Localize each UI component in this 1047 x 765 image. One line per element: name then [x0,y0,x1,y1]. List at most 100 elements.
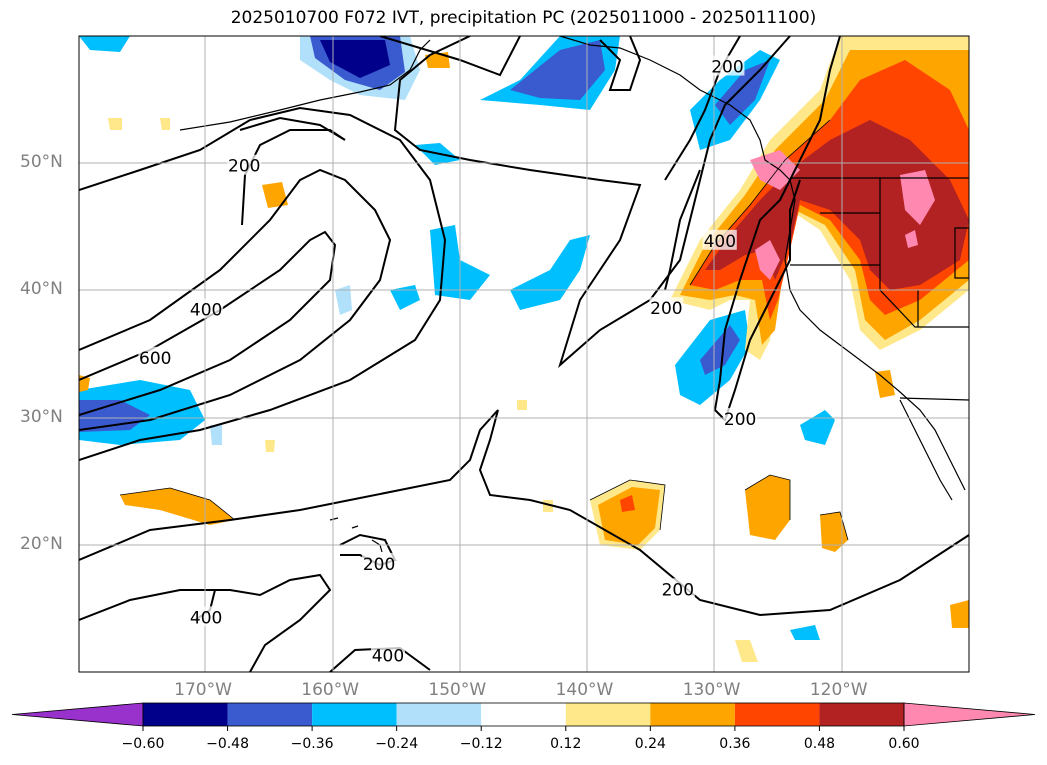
colorbar-tick-label: −0.24 [375,736,419,752]
colorbar-tick-label: −0.48 [206,736,249,752]
neg-area-mid4 [335,285,352,315]
colorbar-segment [396,703,482,726]
contour-label-bg [189,606,224,627]
neg-area-aleutian-deep [320,40,390,78]
pos-area-pink-4 [905,230,918,248]
neg-area-gulf-core [510,40,605,100]
colorbar-segment [227,703,313,726]
colorbar-segment [734,703,820,726]
contour-label-bg [362,552,397,573]
coast-alaska [559,36,791,181]
precip-positive-shading [79,36,969,662]
contour-label: 200 [711,58,743,78]
colorbar-overflow-arrow [903,702,1036,727]
neg-area-mid3 [390,285,420,310]
colorbar-tick-label: 0.36 [719,736,751,752]
gridlines [79,36,969,672]
precip-negative-shading [79,36,835,640]
contour-label-bg [227,154,262,175]
pos-area-small6 [735,640,758,662]
neg-area-small1 [790,625,820,640]
contour-label: 200 [662,580,694,600]
pos-area-pink-2 [755,240,780,280]
border-mexico [899,397,969,401]
contour-label: 400 [190,608,222,628]
contour-labels: 200 400 600 200 400 200 200 200 400 400 200 [138,55,758,666]
map-title: 2025010700 F072 IVT, precipitation PC (2… [230,8,817,28]
colorbar-underflow-arrow [11,702,144,727]
contour-label-bg [660,578,695,599]
pos-area-south1-red [620,495,635,512]
contour-label-bg [370,644,405,665]
contour-label-bg [710,55,745,76]
pos-area-baja [875,370,895,398]
ivt-contour-trough [664,169,701,291]
neg-area-sub-core [700,325,740,375]
pos-area-small9 [517,400,527,410]
pos-area-south1-orange [598,487,660,545]
contour-label: 600 [139,349,171,369]
ivt-contour-north [379,36,791,369]
colorbar-segment [819,703,904,726]
ivt-contour-ne [599,36,642,91]
colorbar-frame [142,702,905,727]
ivt-precip-map: 200 400 600 200 400 200 200 200 400 400 200 [78,35,970,673]
pos-area-south2 [745,475,790,540]
colorbar-tick-label: 0.12 [550,736,582,752]
colorbar-tick-label: −0.12 [459,736,503,752]
lat-tick-label: 20°N [20,533,63,554]
contour-label: 400 [190,300,222,320]
lat-tick-label: 30°N [20,406,63,427]
lon-tick-label: 160°W [301,680,360,700]
contour-label: 200 [724,410,756,430]
ivt-contour-south [79,409,969,617]
pos-area-pink-3 [900,170,935,225]
lon-tick-label: 150°W [428,680,487,700]
pos-area-small1 [262,182,288,208]
contour-label-bg [138,346,173,367]
colorbar-segment [312,703,397,726]
contour-label-bg [189,298,224,319]
pos-area-small2 [108,118,122,130]
neg-area-mid2 [510,235,590,310]
pos-area-small8 [265,440,275,452]
pos-area-small3 [160,118,170,130]
coastlines [179,36,969,553]
colorbar-tick-label: 0.24 [634,736,666,752]
colorbar-segment [143,703,228,726]
coast-alaska-islands [179,39,431,131]
lon-tick-label: 120°W [809,680,868,700]
pos-area-west [120,488,235,525]
contour-label: 200 [228,157,260,177]
contour-label: 400 [372,646,404,666]
coast-baja [899,399,953,501]
colorbar-tick-label: −0.36 [290,736,334,752]
ivt-contour-200-west [79,106,447,461]
border-states [790,178,969,328]
neg-area-small2 [210,425,222,445]
lat-tick-label: 50°N [20,152,63,173]
ivt-contour-sw [79,573,332,672]
pos-area-small5 [950,600,969,628]
lon-tick-label: 140°W [555,680,614,700]
contour-label: 400 [704,232,736,252]
pos-area-south3 [820,512,848,552]
colorbar-tick-label: 0.60 [888,736,920,752]
colorbar-segment [650,703,735,726]
lat-tick-label: 40°N [20,279,63,300]
neg-area-calif [800,410,835,445]
colorbar-tick-label: −0.60 [121,736,165,752]
pos-area-pink-1 [750,150,800,190]
contour-label: 200 [363,555,395,575]
colorbar-segment [565,703,651,726]
lon-tick-label: 170°W [174,680,232,700]
lon-tick-label: 130°W [682,680,741,700]
contour-label-bg [649,297,684,318]
precip-outlines [119,119,849,541]
neg-area-bc-core [715,60,770,125]
neg-area-small3 [79,36,130,52]
coast-westus [784,179,966,491]
neg-area-west-core [79,400,150,432]
colorbar-segment [481,703,566,726]
map-frame [78,35,970,673]
